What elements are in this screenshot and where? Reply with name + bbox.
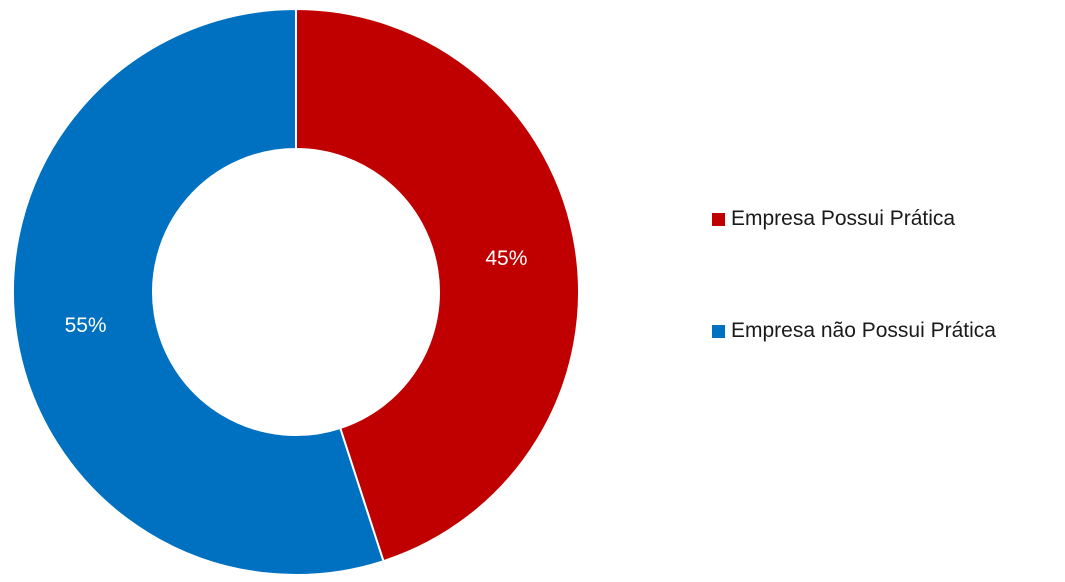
legend: Empresa Possui Prática Empresa não Possu… — [712, 0, 1062, 577]
legend-swatch-blue — [712, 324, 725, 338]
slices-group — [12, 7, 580, 576]
donut-slice-1 — [12, 7, 385, 576]
slice-labels-group: 45% 55% — [65, 247, 528, 337]
legend-item-empresa-nao-possui-pratica: Empresa não Possui Prática — [712, 317, 996, 345]
legend-swatch-red — [712, 212, 725, 226]
slice-data-label-1: 55% — [65, 314, 107, 337]
legend-item-empresa-possui-pratica: Empresa Possui Prática — [712, 205, 955, 233]
slice-data-label-0: 45% — [485, 247, 527, 270]
legend-label: Empresa não Possui Prática — [731, 319, 996, 342]
donut-slice-0 — [295, 7, 580, 563]
legend-label: Empresa Possui Prática — [731, 207, 956, 230]
